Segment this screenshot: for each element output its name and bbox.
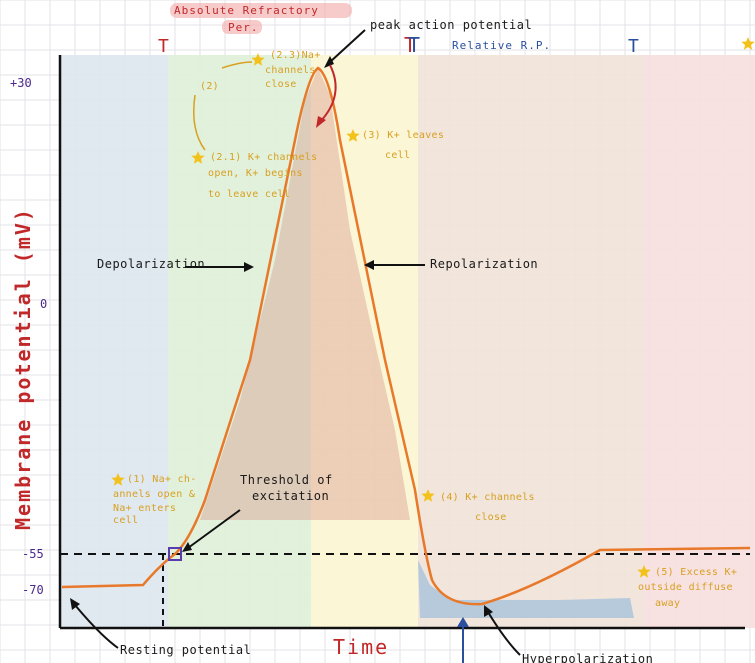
abs-start-marker: T bbox=[158, 36, 169, 57]
note-1-line2: annels open & bbox=[113, 489, 195, 500]
note-2-1-line1: (2.1) K+ channels bbox=[210, 152, 317, 163]
star-icon bbox=[111, 473, 125, 486]
rel-start-marker: T bbox=[408, 33, 420, 57]
note2-arrow-down bbox=[193, 94, 206, 151]
star-icon bbox=[346, 129, 360, 142]
y-axis-title: Membrane potential (mV) bbox=[11, 207, 35, 530]
band-hyperpolarization bbox=[418, 55, 643, 628]
absolute-highlight-2 bbox=[222, 20, 262, 34]
note-3-line2: cell bbox=[385, 150, 410, 161]
note-2-3-line1: (2.3)Na+ bbox=[270, 50, 321, 61]
note-4-line2: close bbox=[475, 512, 507, 523]
tick-0: 0 bbox=[40, 297, 47, 311]
absolute-label-2: Per. bbox=[228, 21, 259, 34]
threshold-arrowhead bbox=[182, 542, 192, 552]
star-icon bbox=[421, 489, 435, 502]
depol-arrowhead bbox=[244, 262, 254, 272]
band-recovery bbox=[643, 55, 755, 628]
repol-arrowhead bbox=[364, 260, 374, 270]
threshold-arrow bbox=[187, 509, 241, 549]
depolarization-label: Depolarization bbox=[97, 257, 205, 271]
star-group bbox=[111, 37, 755, 578]
star-icon bbox=[191, 151, 205, 164]
peak-curl-arrow bbox=[319, 64, 337, 123]
note-2-1-line3: to leave cell bbox=[208, 189, 290, 200]
spike-shading bbox=[200, 68, 410, 520]
note-4-line1: (4) K+ channels bbox=[440, 492, 535, 503]
note-1-line4: cell bbox=[113, 515, 138, 526]
peak-curl-arrowhead bbox=[316, 116, 326, 128]
resting-arrowhead bbox=[70, 598, 80, 610]
threshold-marker bbox=[168, 547, 182, 561]
note-2: (2) bbox=[200, 81, 219, 92]
note-3-line1: (3) K+ leaves bbox=[362, 130, 444, 141]
note-2-3-line2: channels bbox=[265, 65, 316, 76]
band-repolarization bbox=[311, 55, 418, 628]
note-2-1-line2: open, K+ begins bbox=[208, 168, 303, 179]
resting-label: Resting potential bbox=[120, 643, 251, 657]
band-resting bbox=[60, 55, 168, 628]
star-icon bbox=[741, 37, 755, 50]
threshold-label-line2: excitation bbox=[252, 489, 329, 503]
note-5-line3: away bbox=[655, 598, 680, 609]
absolute-highlight bbox=[170, 3, 352, 18]
star-icon bbox=[251, 53, 265, 66]
relative-label: Relative R.P. bbox=[452, 39, 551, 52]
hyperpolarization-label: Hyperpolarization bbox=[522, 652, 653, 663]
note-5-line2: outside diffuse bbox=[638, 582, 733, 593]
tick-plus30: +30 bbox=[10, 76, 32, 90]
peak-arrowhead bbox=[324, 56, 334, 68]
absolute-label: Absolute Refractory bbox=[174, 4, 319, 17]
note-1-line3: Na+ enters bbox=[113, 503, 176, 514]
repolarization-label: Repolarization bbox=[430, 257, 538, 271]
abs-end-marker: T bbox=[404, 33, 416, 57]
note-2-3-line3: close bbox=[265, 79, 297, 90]
tick-minus55: -55 bbox=[22, 547, 44, 561]
note2-arrow-up bbox=[221, 61, 253, 69]
resting-arrow bbox=[74, 604, 119, 649]
peak-label: peak action potential bbox=[370, 18, 532, 32]
hyper-arrowhead bbox=[484, 605, 493, 617]
rel-end-marker: T bbox=[628, 36, 639, 57]
threshold-label-line1: Threshold of bbox=[240, 473, 333, 487]
note-5-line1: (5) Excess K+ bbox=[655, 567, 737, 578]
peak-arrow bbox=[329, 29, 366, 63]
x-axis-title: Time bbox=[333, 635, 389, 659]
action-potential-curve bbox=[61, 66, 751, 606]
hyper-blue-arrowhead bbox=[457, 617, 469, 627]
note-1-line1: (1) Na+ ch- bbox=[127, 474, 197, 485]
hyper-arrow bbox=[487, 611, 521, 656]
tick-minus70: -70 bbox=[22, 583, 44, 597]
star-icon bbox=[637, 565, 651, 578]
